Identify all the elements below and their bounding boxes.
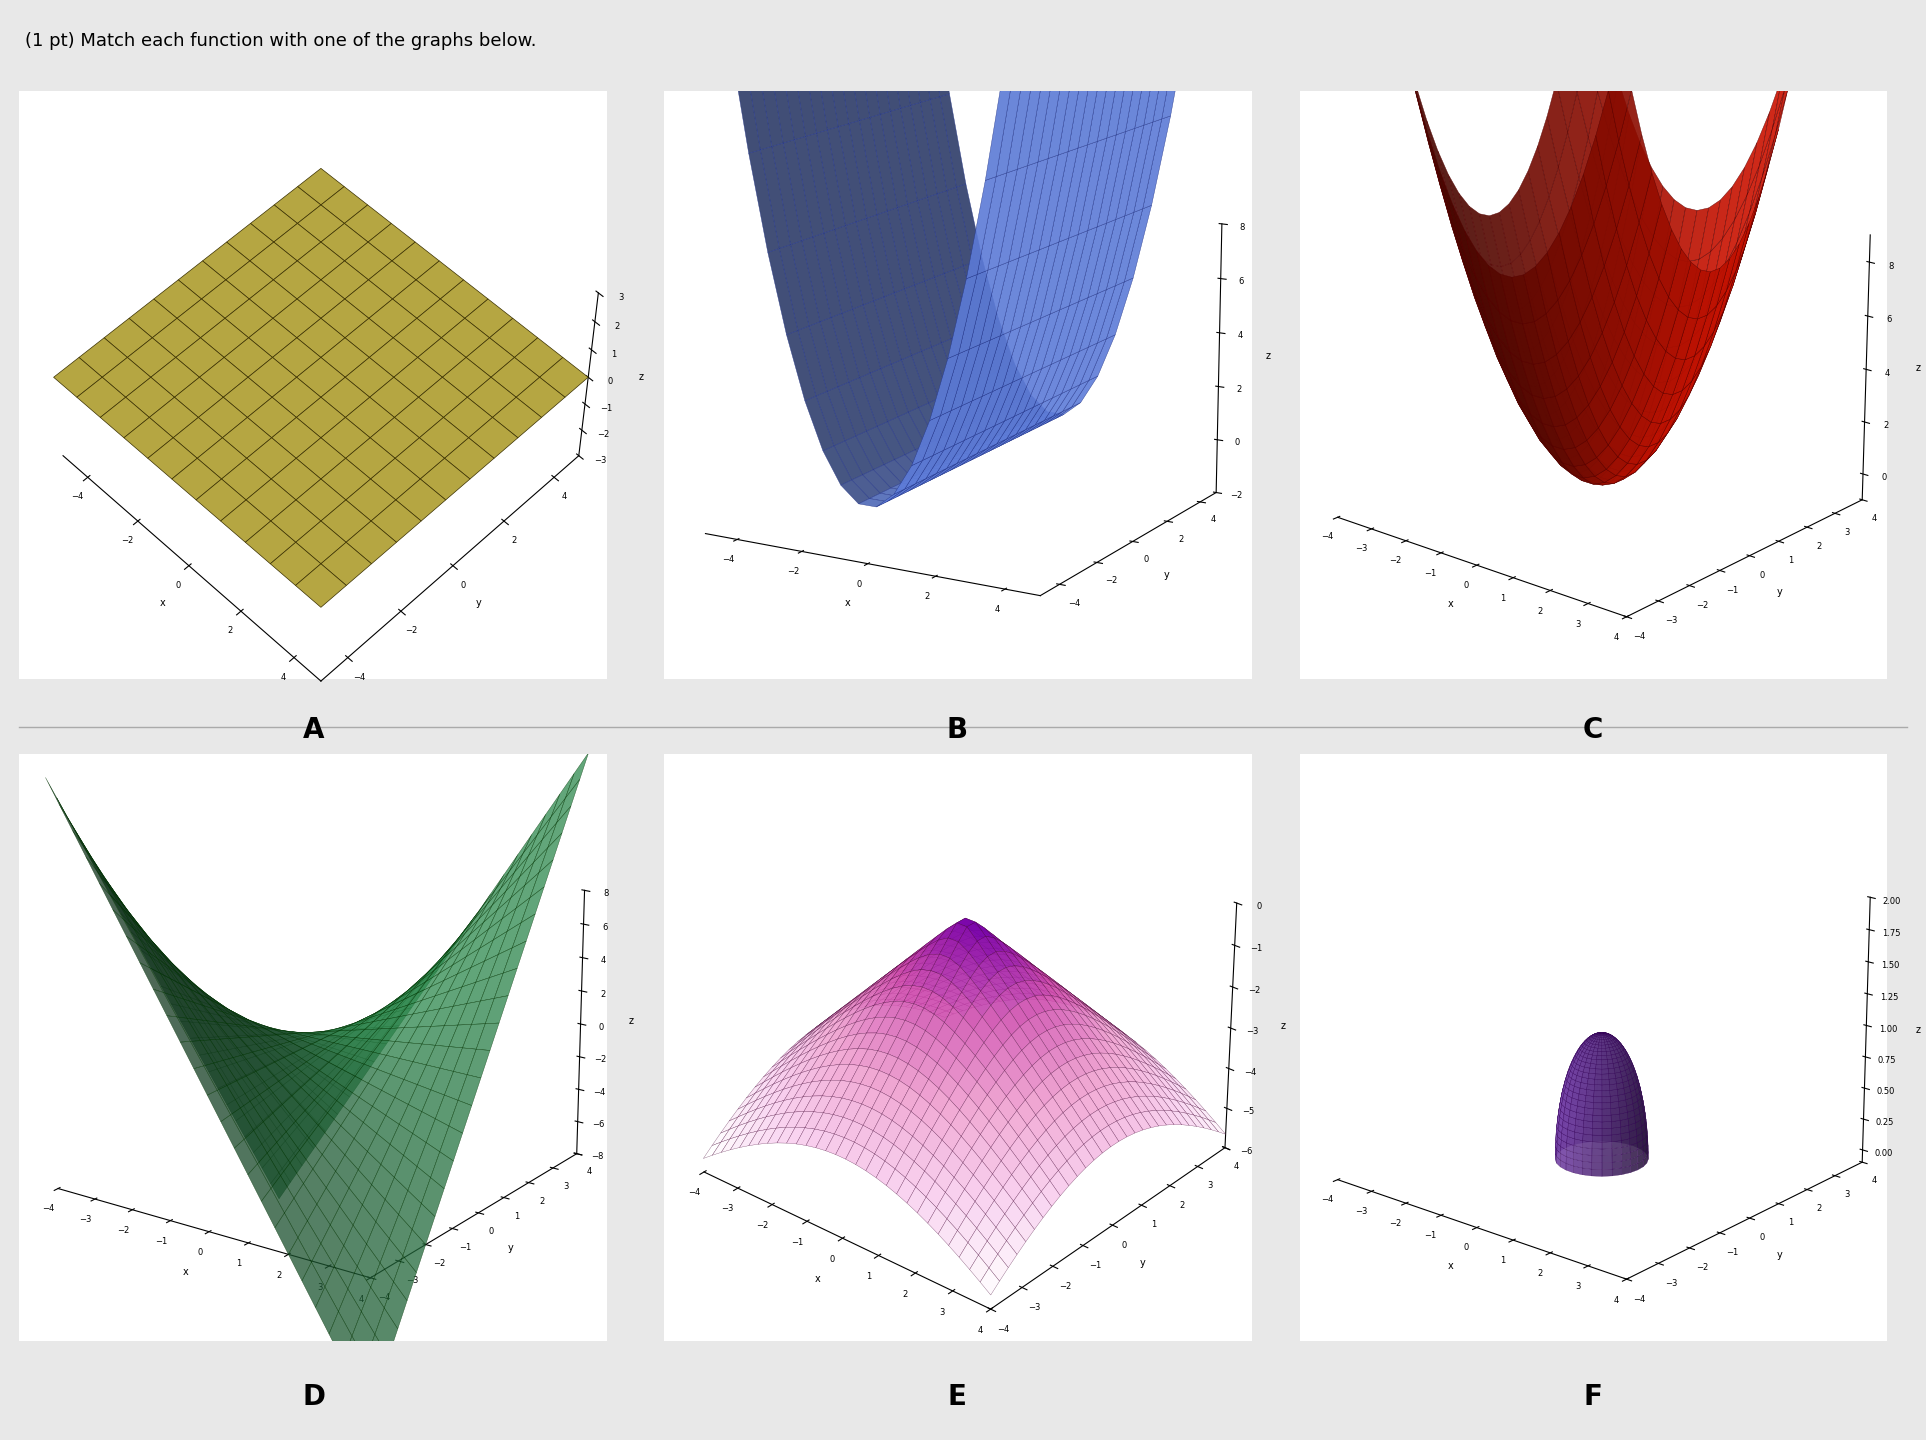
Text: A: A (302, 716, 325, 744)
X-axis label: x: x (160, 598, 166, 608)
Y-axis label: y: y (476, 598, 482, 608)
X-axis label: x: x (1448, 599, 1454, 609)
Y-axis label: y: y (1778, 588, 1783, 598)
X-axis label: x: x (844, 598, 849, 608)
Y-axis label: y: y (1778, 1250, 1783, 1260)
Text: B: B (948, 716, 967, 744)
X-axis label: x: x (183, 1267, 189, 1276)
Y-axis label: y: y (508, 1243, 514, 1253)
Text: D: D (302, 1382, 325, 1411)
X-axis label: x: x (1448, 1261, 1454, 1272)
Y-axis label: y: y (1163, 570, 1169, 580)
Text: E: E (948, 1382, 967, 1411)
X-axis label: x: x (815, 1274, 820, 1283)
Text: C: C (1583, 716, 1602, 744)
Text: F: F (1583, 1382, 1602, 1411)
Y-axis label: y: y (1140, 1257, 1144, 1267)
Text: (1 pt) Match each function with one of the graphs below.: (1 pt) Match each function with one of t… (25, 32, 537, 49)
